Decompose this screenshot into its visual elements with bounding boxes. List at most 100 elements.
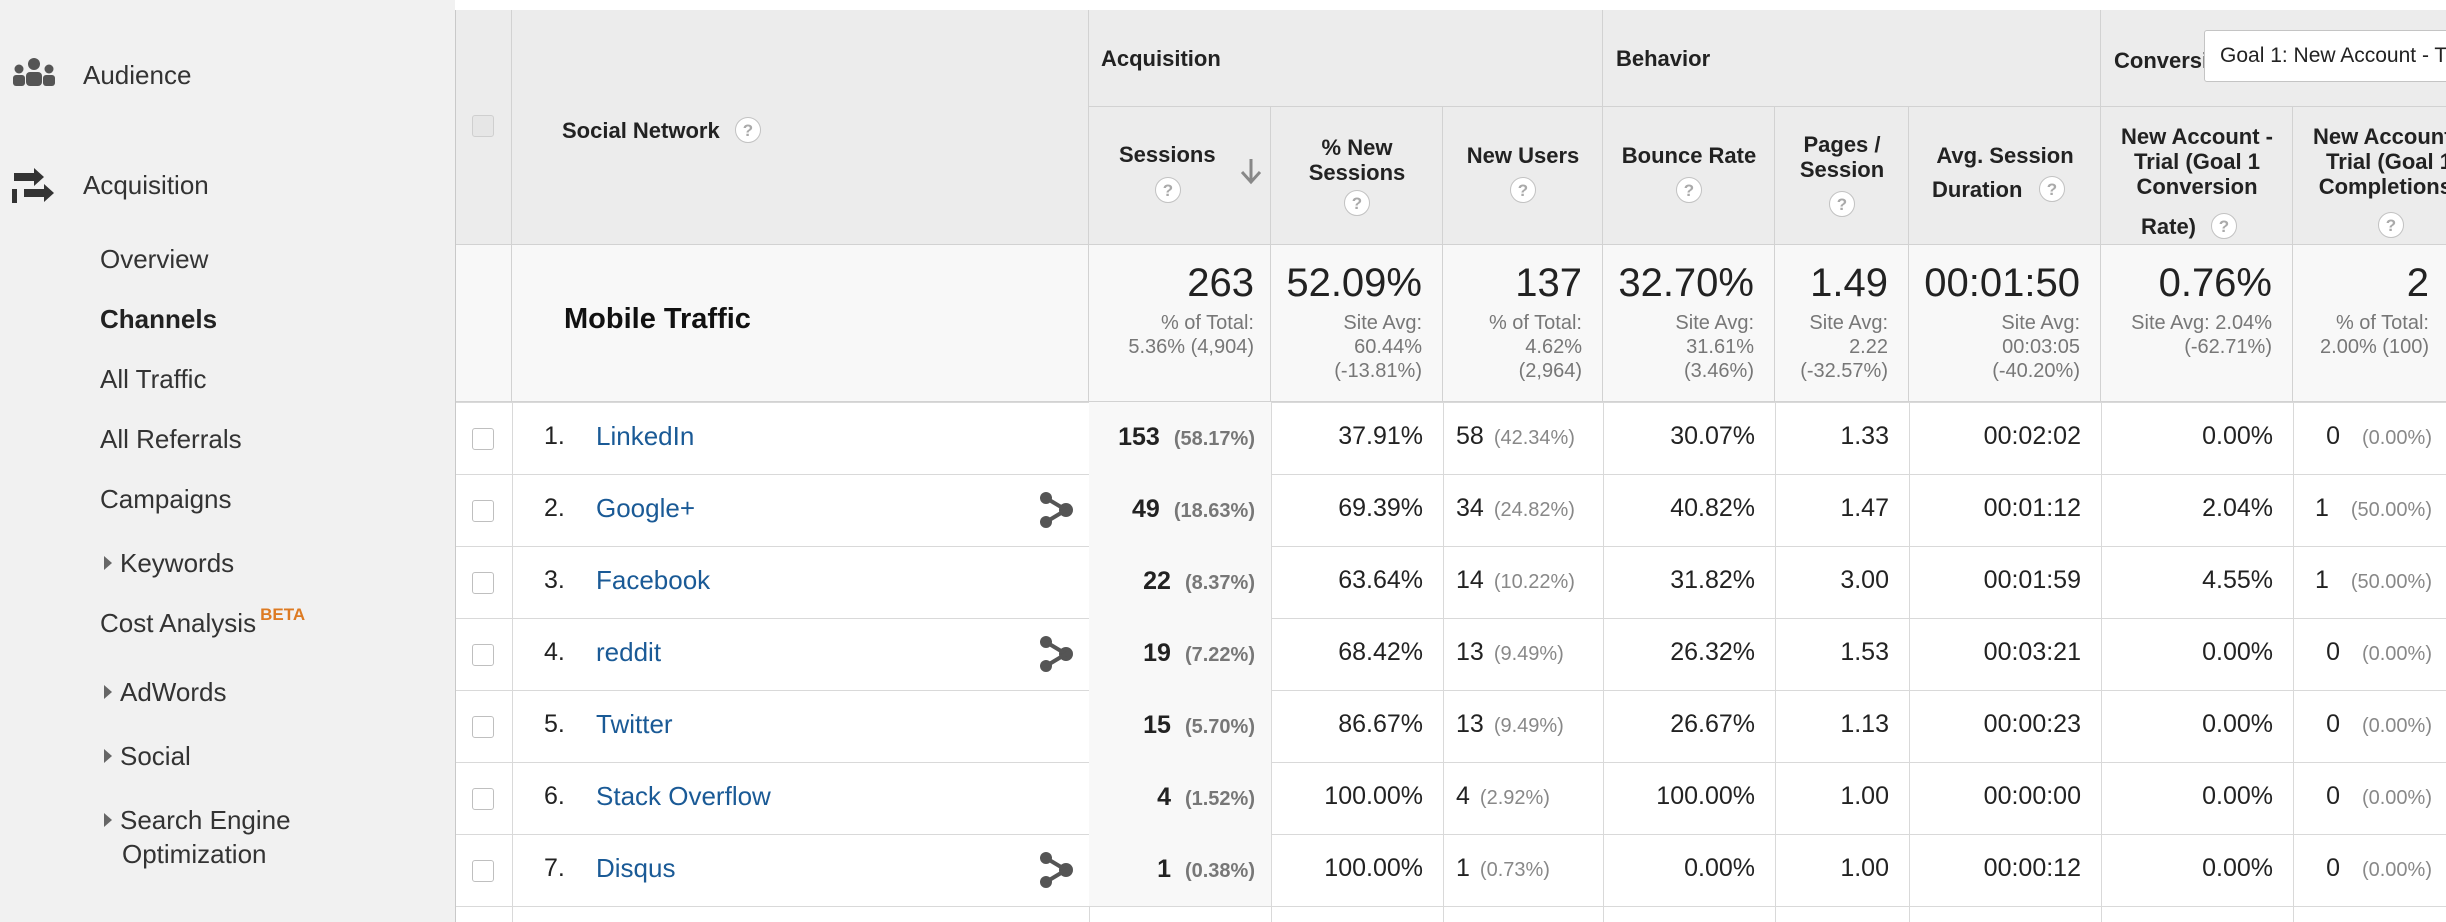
pivot-icon[interactable] xyxy=(1036,850,1076,890)
social-network-link[interactable]: Stack Overflow xyxy=(596,781,771,811)
row-checkbox[interactable] xyxy=(472,644,494,666)
sidebar-item-label: Acquisition xyxy=(83,169,209,200)
sidebar-item-audience[interactable]: Audience xyxy=(0,45,455,105)
completions-value: 0 (0.00%) xyxy=(2326,854,2432,882)
header-conversion-rate[interactable]: New Account - Trial (Goal 1 Conversion Rat… xyxy=(2101,107,2293,245)
group-title: Acquisition xyxy=(1101,46,1221,71)
social-network-link[interactable]: Google+ xyxy=(596,493,696,523)
help-icon[interactable]: ? xyxy=(1510,177,1536,203)
row-checkbox[interactable] xyxy=(472,860,494,882)
row-checkbox[interactable] xyxy=(472,788,494,810)
select-all-checkbox[interactable] xyxy=(472,115,494,137)
help-icon[interactable]: ? xyxy=(2039,176,2065,202)
summary-value: 0.76% xyxy=(2158,261,2272,305)
row-checkbox[interactable] xyxy=(472,428,494,450)
help-icon[interactable]: ? xyxy=(1344,190,1370,216)
new-users-value: 1 (0.73%) xyxy=(1456,854,1550,882)
summary-detail: % of Total: 2.00% (100) xyxy=(2320,312,2429,358)
header-avg-session-duration[interactable]: Avg. Session Duration ? xyxy=(1909,107,2101,245)
header-social-network[interactable]: Social Network ? xyxy=(512,10,1089,245)
header-pages-session[interactable]: Pages / Session ? xyxy=(1775,107,1909,245)
pivot-icon[interactable] xyxy=(1036,490,1076,530)
sessions-value: 15 (5.70%) xyxy=(1143,711,1255,739)
help-icon[interactable]: ? xyxy=(2378,212,2404,238)
summary-conversion-rate: 0.76% Site Avg: 2.04% (-62.71%) xyxy=(2101,245,2293,402)
sessions-value: 49 (18.63%) xyxy=(1132,495,1255,523)
sidebar-item-label: Audience xyxy=(83,59,192,90)
summary-sessions: 263 % of Total: 5.36% (4,904) xyxy=(1089,245,1271,402)
goal-select[interactable]: Goal 1: New Account - Trial xyxy=(2204,30,2446,82)
sidebar-item-all-referrals[interactable]: All Referrals xyxy=(100,424,242,454)
sidebar-item-cost-analysis[interactable]: Cost Analysis BETA xyxy=(100,605,305,639)
acquisition-arrows-icon xyxy=(10,165,58,205)
conversion-rate-value: 2.04% xyxy=(2202,494,2273,522)
completions-value: 0 (0.00%) xyxy=(2326,638,2432,666)
new-users-value: 4 (2.92%) xyxy=(1456,782,1550,810)
help-icon[interactable]: ? xyxy=(2211,213,2237,239)
sidebar: Audience Acquisition Overview Channels A… xyxy=(0,0,455,922)
sidebar-item-all-traffic[interactable]: All Traffic xyxy=(100,364,207,394)
conversion-rate-value: 0.00% xyxy=(2202,710,2273,738)
row-checkbox[interactable] xyxy=(472,572,494,594)
new-users-value: 34 (24.82%) xyxy=(1456,494,1575,522)
summary-pages-session: 1.49 Site Avg: 2.22 (-32.57%) xyxy=(1775,245,1909,402)
table-row: 2. Google+ 49 (18.63%) 69.39% 34 (24.82%) … xyxy=(456,474,2446,546)
help-icon[interactable]: ? xyxy=(735,117,761,143)
conversion-rate-value: 0.00% xyxy=(2202,782,2273,810)
pivot-icon[interactable] xyxy=(1036,634,1076,674)
new-users-value: 13 (9.49%) xyxy=(1456,638,1564,666)
row-number: 3. xyxy=(544,566,565,594)
social-network-link[interactable]: Twitter xyxy=(596,709,673,739)
help-icon[interactable]: ? xyxy=(1829,191,1855,217)
column-title: Avg. Session xyxy=(1936,143,2074,168)
sessions-value: 1 (0.38%) xyxy=(1157,855,1255,883)
summary-bounce-rate: 32.70% Site Avg: 31.61% (3.46%) xyxy=(1603,245,1775,402)
bounce-rate-value: 26.32% xyxy=(1670,638,1755,666)
header-new-users[interactable]: New Users ? xyxy=(1443,107,1603,245)
header-new-sessions[interactable]: % New Sessions ? xyxy=(1271,107,1443,245)
summary-label-cell: Mobile Traffic xyxy=(512,245,1089,402)
column-title-line2: Duration xyxy=(1932,177,2023,202)
table-row: 5. Twitter 15 (5.70%) 86.67% 13 (9.49%) 26… xyxy=(456,690,2446,762)
sessions-cell: 1 (0.38%) xyxy=(1089,834,1271,906)
sidebar-item-social[interactable]: Social xyxy=(104,741,191,772)
expand-triangle-icon xyxy=(104,749,112,764)
sort-descending-icon[interactable] xyxy=(1239,157,1263,185)
sidebar-item-channels[interactable]: Channels xyxy=(100,304,218,334)
row-checkbox[interactable] xyxy=(472,500,494,522)
sidebar-item-acquisition[interactable]: Acquisition xyxy=(0,155,455,215)
column-title: Bounce Rate xyxy=(1621,143,1757,168)
bounce-rate-value: 40.82% xyxy=(1670,494,1755,522)
row-checkbox[interactable] xyxy=(472,716,494,738)
sidebar-item-adwords[interactable]: AdWords xyxy=(104,677,226,708)
bounce-rate-value: 26.67% xyxy=(1670,710,1755,738)
duration-value: 00:02:02 xyxy=(1983,422,2081,450)
social-network-link[interactable]: reddit xyxy=(596,637,662,667)
group-title: Behavior xyxy=(1616,46,1711,71)
social-network-link[interactable]: LinkedIn xyxy=(596,421,695,451)
completions-value: 0 (0.00%) xyxy=(2326,422,2432,450)
summary-value: 52.09% xyxy=(1286,261,1422,305)
new-users-value: 58 (42.34%) xyxy=(1456,422,1575,450)
social-network-link[interactable]: Facebook xyxy=(596,565,711,595)
help-icon[interactable]: ? xyxy=(1676,177,1702,203)
sessions-value: 19 (7.22%) xyxy=(1143,639,1255,667)
summary-new-users: 137 % of Total: 4.62% (2,964) xyxy=(1443,245,1603,402)
header-bounce-rate[interactable]: Bounce Rate ? xyxy=(1603,107,1775,245)
sidebar-item-overview[interactable]: Overview xyxy=(100,244,209,274)
social-network-link[interactable]: Disqus xyxy=(596,853,676,883)
sidebar-item-keywords[interactable]: Keywords xyxy=(104,548,234,579)
pages-session-value: 1.00 xyxy=(1840,854,1889,882)
sidebar-item-seo[interactable]: Search Engine Optimization xyxy=(104,805,291,870)
duration-value: 00:00:23 xyxy=(1983,710,2081,738)
column-title-line4: Rate) xyxy=(2141,214,2197,239)
summary-new-sessions: 52.09% Site Avg: 60.44% (-13.81%) xyxy=(1271,245,1443,402)
sidebar-item-campaigns[interactable]: Campaigns xyxy=(100,484,232,514)
row-divider xyxy=(456,834,2446,835)
summary-detail: Site Avg: 00:03:05 (-40.20%) xyxy=(1992,312,2080,382)
header-sessions[interactable]: Sessions ? xyxy=(1089,107,1271,245)
help-icon[interactable]: ? xyxy=(1155,177,1181,203)
summary-detail: % of Total: 5.36% (4,904) xyxy=(1128,312,1254,358)
divider xyxy=(2293,402,2294,922)
